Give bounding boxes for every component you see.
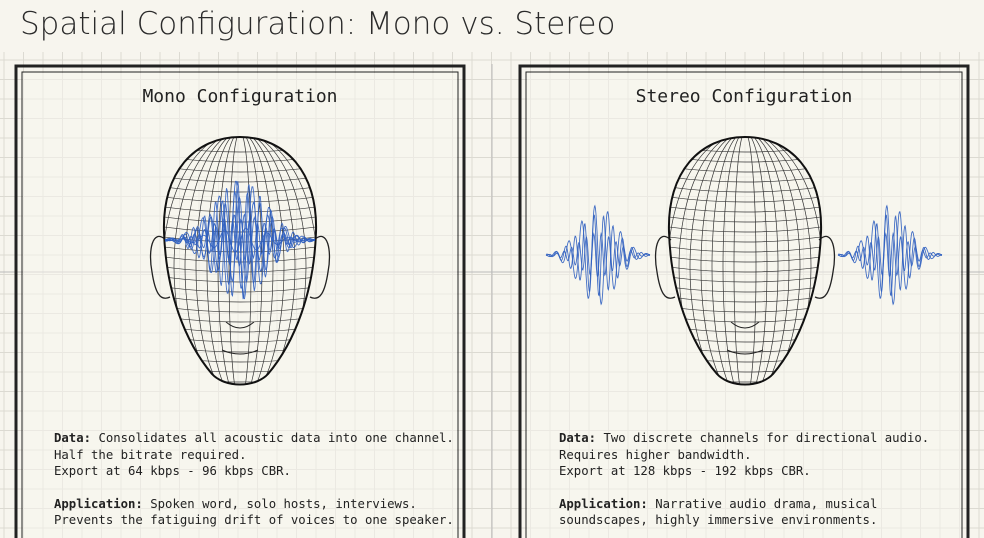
label: Data: <box>54 431 92 445</box>
text-line: Requires higher bandwidth. <box>559 447 752 462</box>
panel-heading: Mono Configuration <box>142 86 338 107</box>
text-line: Export at 128 kbps - 192 kbps CBR. <box>559 464 811 478</box>
panel-fill <box>23 73 457 538</box>
mesh-line <box>722 137 768 385</box>
mesh-line <box>668 204 822 213</box>
sound-wave <box>545 231 650 277</box>
sound-wave <box>837 204 943 306</box>
sound-wave <box>164 195 316 282</box>
sound-wave <box>545 214 651 297</box>
mesh-line <box>668 234 822 243</box>
head-outline <box>667 135 823 386</box>
mesh-line <box>668 274 822 283</box>
mesh-line <box>173 137 307 385</box>
mesh-line <box>668 254 822 263</box>
sound-wave <box>837 214 943 297</box>
mesh-line <box>668 224 822 233</box>
text-line: Export at 64 kbps - 96 kbps CBR. <box>54 464 291 478</box>
mesh-line <box>700 137 790 385</box>
mesh-line <box>668 214 822 223</box>
panel-frame <box>21 71 459 538</box>
mesh-line <box>678 137 812 385</box>
panel-text: Data: Two discrete channels for directio… <box>559 430 929 529</box>
ear <box>814 235 836 299</box>
text-line: soundscapes, highly immersive environmen… <box>559 513 878 527</box>
mesh-line <box>733 137 757 385</box>
mesh-line <box>689 137 801 385</box>
mesh-line <box>228 137 252 385</box>
text: Narrative audio drama, musical <box>655 496 878 511</box>
face-feature <box>221 321 259 355</box>
label: Application: <box>54 496 143 511</box>
mesh-line <box>711 137 779 385</box>
mesh-line <box>163 184 317 193</box>
text-line: Application: Spoken word, solo hosts, in… <box>54 496 454 513</box>
mesh-line <box>163 264 317 273</box>
face-feature <box>726 321 764 355</box>
text-line: Prevents the fatiguing drift of voices t… <box>54 513 454 527</box>
text: Consolidates all acoustic data into one … <box>98 431 454 445</box>
text-line: Application: Narrative audio drama, musi… <box>559 496 929 513</box>
page-title: Spatial Configuration: Mono vs. Stereo <box>20 6 616 42</box>
mesh-line <box>668 194 822 203</box>
mesh-line <box>163 244 317 253</box>
sound-wave <box>545 204 651 306</box>
sound-wave <box>164 181 316 300</box>
label: Data: <box>559 431 597 445</box>
panel-frame <box>525 71 963 538</box>
text-line: Half the bitrate required. <box>54 447 247 462</box>
text: Spoken word, solo hosts, interviews. <box>150 496 417 511</box>
text-line: Data: Two discrete channels for directio… <box>559 430 929 447</box>
label: Application: <box>559 496 648 511</box>
mesh-line <box>668 244 822 253</box>
head-outline <box>162 135 318 386</box>
ear <box>654 235 676 299</box>
panel-fill <box>527 73 961 538</box>
panel-frame <box>14 64 466 538</box>
sound-wave <box>837 231 942 277</box>
panel-frame <box>518 64 970 538</box>
mesh-line <box>184 137 296 385</box>
mesh-line <box>668 184 822 193</box>
panel-text: Data: Consolidates all acoustic data int… <box>54 430 454 529</box>
panel-heading: Stereo Configuration <box>635 86 853 107</box>
mesh-line <box>195 137 285 385</box>
text: Two discrete channels for directional au… <box>603 431 930 445</box>
mesh-line <box>668 264 822 273</box>
ear <box>309 235 331 299</box>
ear <box>149 235 171 299</box>
mesh-line <box>206 137 274 385</box>
text-line: Data: Consolidates all acoustic data int… <box>54 430 454 447</box>
